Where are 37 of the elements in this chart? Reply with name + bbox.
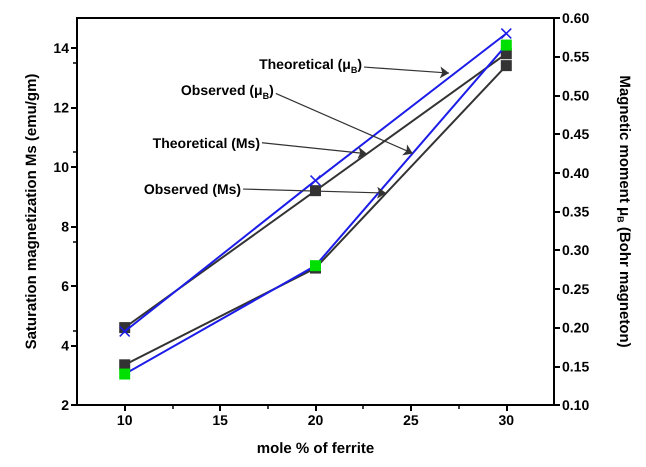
y-axis-title: Saturation magnetization Ms (emu/gm) <box>23 74 40 350</box>
y-tick-label: 4 <box>61 337 70 354</box>
x-tick-label: 20 <box>308 412 324 428</box>
y2-tick-label: 0.60 <box>562 10 590 26</box>
annotation: Theoretical (Ms) <box>152 134 260 151</box>
x-tick-label: 15 <box>212 412 228 428</box>
y-tick-label: 14 <box>53 40 70 56</box>
x-tick-label: 30 <box>498 412 514 428</box>
y2-tick-label: 0.30 <box>562 242 590 258</box>
point <box>500 28 512 39</box>
annotation: Observed (Ms) <box>144 181 242 198</box>
annotation: Theoretical (μ$_{B}$) <box>259 56 362 77</box>
y2-tick-label: 0.15 <box>562 358 590 374</box>
y-tick-label: 6 <box>61 278 70 294</box>
y2-tick-label: 0.10 <box>562 397 590 413</box>
x-tick-label: 25 <box>403 412 419 428</box>
y2-axis-title: Magnetic moment μB (Bohr magneton) <box>616 75 633 348</box>
y2-tick-label: 0.25 <box>562 280 590 297</box>
y-tick-label: 8 <box>61 218 70 234</box>
point <box>500 40 512 51</box>
y-tick-label: 2 <box>61 397 70 413</box>
y-tick-label: 10 <box>53 158 70 175</box>
annotation: Observed (μ$_{B}$) <box>180 82 274 104</box>
point <box>119 326 130 337</box>
point <box>310 260 321 272</box>
point <box>500 60 512 72</box>
y-tick-label: 12 <box>53 99 70 116</box>
y2-tick-label: 0.55 <box>562 48 590 65</box>
x-tick-label: 10 <box>116 412 133 428</box>
y2-tick-label: 0.40 <box>562 164 590 181</box>
y2-tick-label: 0.45 <box>562 126 590 142</box>
y2-tick-label: 0.50 <box>562 87 590 104</box>
y2-tick-label: 0.20 <box>562 320 590 336</box>
point <box>310 175 321 186</box>
point <box>119 368 130 380</box>
x-axis-title: mole % of ferrite <box>256 440 374 457</box>
y2-tick-label: 0.35 <box>562 204 590 220</box>
